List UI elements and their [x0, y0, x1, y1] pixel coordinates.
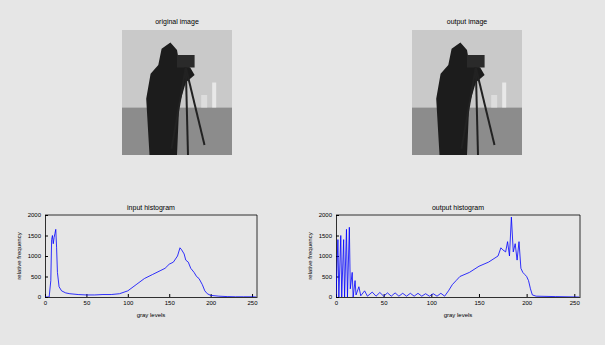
- x-tick-label: 0: [44, 300, 48, 306]
- x-axis-line: [46, 297, 258, 298]
- x-tick-label: 150: [165, 300, 176, 306]
- y-tick-label: 0: [38, 294, 42, 300]
- y-tick-label: 2000: [28, 212, 42, 218]
- plot: 0 50 100 150 200 250 0 500 1000 1500 2000: [319, 212, 581, 306]
- person: [436, 43, 484, 156]
- tripod: [186, 68, 188, 156]
- image: [122, 30, 232, 155]
- x-tick-label: 50: [84, 300, 91, 306]
- x-tick-mark: [86, 294, 87, 297]
- y-axis-title: relative frequency: [16, 232, 22, 279]
- title: output histogram: [432, 204, 484, 212]
- x-tick: 100: [123, 294, 134, 306]
- y-axis-title: relative frequency: [307, 232, 313, 279]
- x-tick: 250: [248, 294, 259, 306]
- y-tick: 0: [329, 294, 339, 300]
- x-tick-label: 150: [474, 300, 485, 306]
- x-tick-label: 250: [248, 300, 259, 306]
- y-tick: 1000: [28, 253, 48, 259]
- tripod: [476, 68, 478, 156]
- x-tick-label: 50: [381, 300, 388, 306]
- y-tick: 2000: [319, 212, 339, 218]
- x-axis: 0 50 100 150 200 250: [335, 294, 581, 306]
- y-tick-label: 1500: [28, 233, 42, 239]
- marks: [45, 229, 256, 297]
- camera: [177, 55, 195, 68]
- y-tick: 0: [38, 294, 48, 300]
- x-axis-line: [337, 297, 581, 298]
- y-tick-mark: [336, 236, 339, 237]
- tripod: [172, 68, 186, 149]
- x-tick: 150: [165, 294, 176, 306]
- x-tick-mark: [479, 294, 480, 297]
- camera: [467, 55, 485, 68]
- y-tick-mark: [45, 236, 48, 237]
- building: [502, 83, 506, 108]
- x-tick-mark: [169, 294, 170, 297]
- y-axis: 0 500 1000 1500 2000: [319, 212, 339, 300]
- x-tick-mark: [527, 294, 528, 297]
- title: output image: [447, 18, 488, 26]
- x-tick: 50: [84, 294, 91, 306]
- building: [491, 95, 497, 108]
- building: [212, 83, 216, 108]
- y-tick: 2000: [28, 212, 48, 218]
- person: [146, 43, 194, 156]
- frame: [257, 215, 258, 297]
- y-tick: 500: [31, 274, 48, 280]
- y-tick-label: 1500: [319, 233, 333, 239]
- frame: [580, 215, 581, 297]
- figure: original image05010015020025005001000150…: [0, 0, 605, 345]
- y-tick-mark: [336, 297, 339, 298]
- y-tick-mark: [336, 215, 339, 216]
- histogram-line: [336, 217, 579, 297]
- building: [201, 95, 207, 108]
- x-tick: 200: [522, 294, 533, 306]
- y-tick: 1000: [319, 253, 339, 259]
- y-axis: 0 500 1000 1500 2000: [28, 212, 48, 300]
- title: original image: [155, 18, 199, 26]
- marks: [336, 217, 579, 297]
- x-tick-label: 200: [206, 300, 217, 306]
- tripod: [186, 68, 205, 146]
- y-tick-label: 500: [31, 274, 42, 280]
- x-axis: 0 50 100 150 200 250: [44, 294, 258, 306]
- frame: [45, 215, 257, 216]
- y-tick: 1500: [28, 233, 48, 239]
- background: [0, 0, 605, 345]
- y-tick-label: 1000: [28, 253, 42, 259]
- frame: [336, 215, 580, 216]
- title: input histogram: [127, 204, 175, 212]
- y-tick-mark: [45, 215, 48, 216]
- x-tick: 150: [474, 294, 485, 306]
- y-tick-mark: [45, 277, 48, 278]
- x-tick-label: 250: [570, 300, 581, 306]
- x-tick-label: 0: [335, 300, 339, 306]
- y-tick-mark: [45, 256, 48, 257]
- x-tick-label: 100: [427, 300, 438, 306]
- x-tick-mark: [128, 294, 129, 297]
- y-tick: 1500: [319, 233, 339, 239]
- plot: 0 50 100 150 200 250 0 500 1000 1500 2000: [28, 212, 259, 306]
- x-tick: 250: [570, 294, 581, 306]
- x-axis-title: gray levels: [444, 312, 473, 318]
- y-tick-label: 1000: [319, 253, 333, 259]
- y-tick-label: 500: [322, 274, 333, 280]
- y-tick-label: 2000: [319, 212, 333, 218]
- x-axis-title: gray levels: [137, 312, 166, 318]
- image: [412, 30, 522, 155]
- x-tick-label: 200: [522, 300, 533, 306]
- y-tick-label: 0: [329, 294, 333, 300]
- x-tick-label: 100: [123, 300, 134, 306]
- tripod: [476, 68, 495, 146]
- histogram-line: [45, 229, 256, 297]
- y-tick-mark: [45, 297, 48, 298]
- tripod: [462, 68, 476, 149]
